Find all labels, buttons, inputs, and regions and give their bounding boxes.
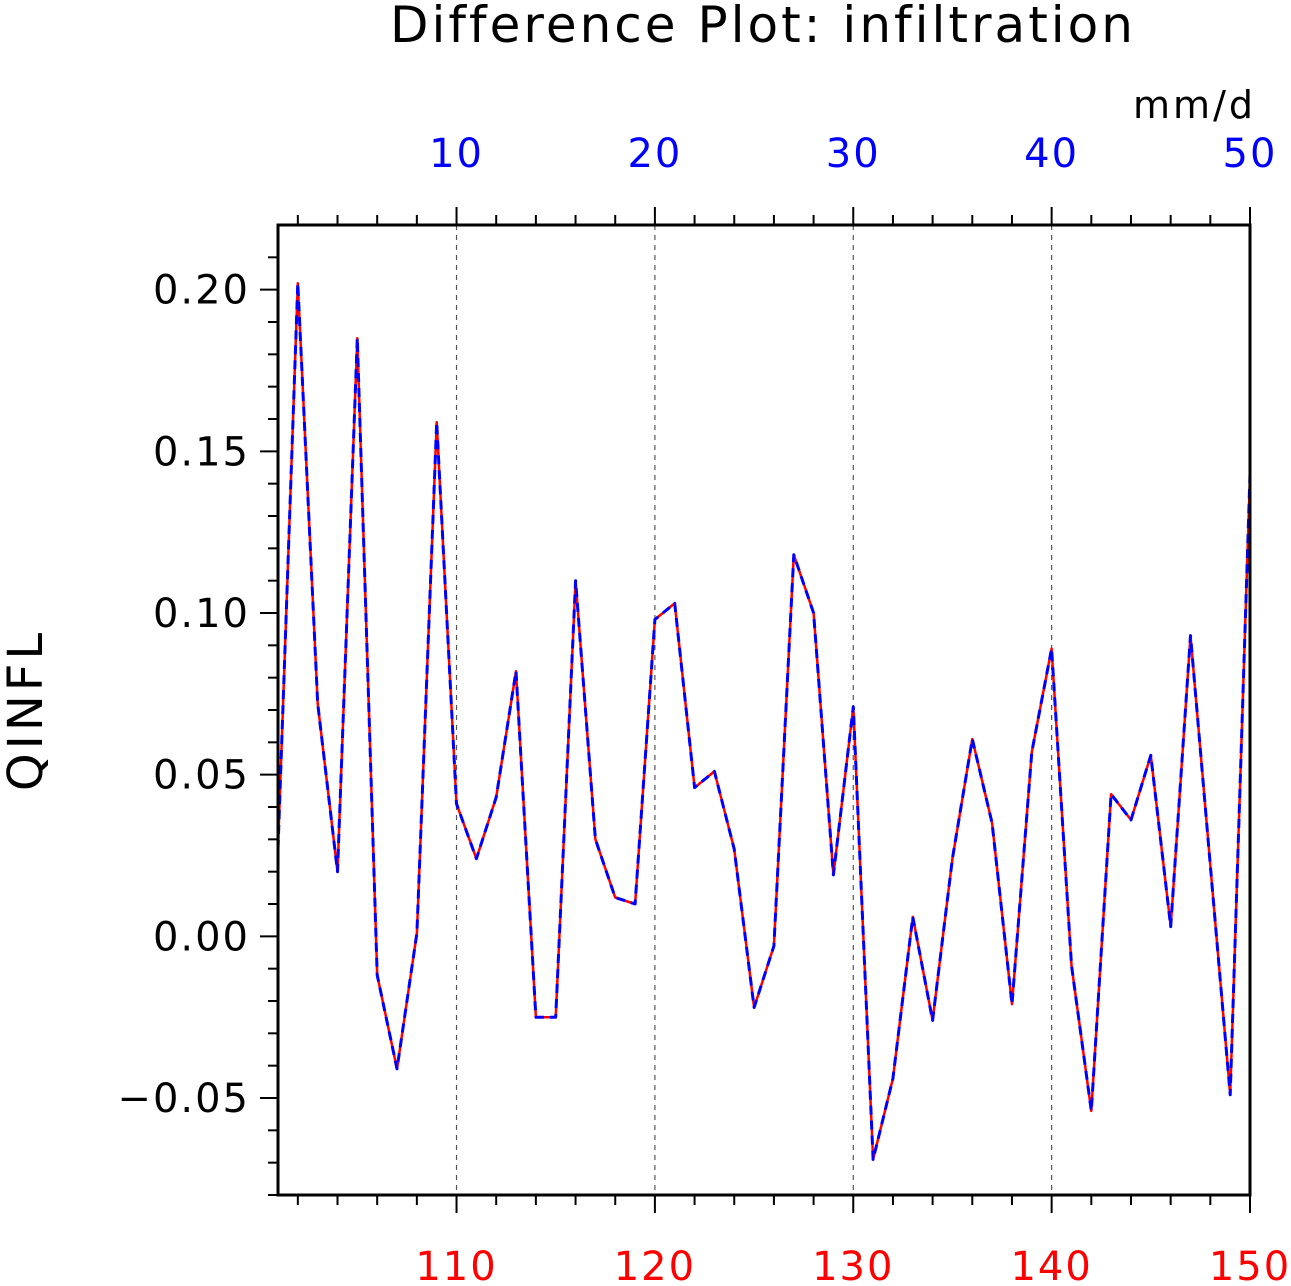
- x-bottom-tick-label: 150: [1209, 1244, 1291, 1286]
- y-tick-label: 0.00: [153, 914, 250, 960]
- x-top-tick-label: 20: [627, 131, 682, 177]
- chart-title: Difference Plot: infiltration: [390, 0, 1136, 54]
- data-series: [276, 281, 1252, 1161]
- units-label: mm/d: [1133, 83, 1256, 127]
- x-bottom-tick-label: 140: [1010, 1244, 1092, 1286]
- y-tick-label: 0.10: [153, 591, 250, 637]
- x-top-tick-label: 10: [429, 131, 484, 177]
- x-bottom-tick-label: 120: [614, 1244, 696, 1286]
- plot-frame: [276, 223, 1252, 1197]
- x-bottom-tick-label: 110: [415, 1244, 497, 1286]
- x-top-tick-label: 30: [826, 131, 881, 177]
- series-line-blue: [276, 281, 1252, 1161]
- x-axis-ticks: 110 120 130 140 150 10 20 30 40 50: [296, 131, 1291, 1286]
- y-axis-label: QINFL: [0, 629, 54, 791]
- grid-lines: [455, 225, 1053, 1195]
- y-axis-ticks: −0.05 0.00 0.05 0.10 0.15 0.20: [117, 256, 278, 1196]
- y-tick-label: 0.20: [153, 268, 250, 314]
- y-tick-label: 0.05: [153, 753, 250, 799]
- series-line-red: [276, 281, 1252, 1161]
- x-bottom-tick-label: 130: [812, 1244, 894, 1286]
- x-top-tick-label: 50: [1223, 131, 1278, 177]
- y-tick-label: 0.15: [153, 429, 250, 475]
- x-top-tick-label: 40: [1024, 131, 1079, 177]
- y-tick-label: −0.05: [117, 1076, 250, 1122]
